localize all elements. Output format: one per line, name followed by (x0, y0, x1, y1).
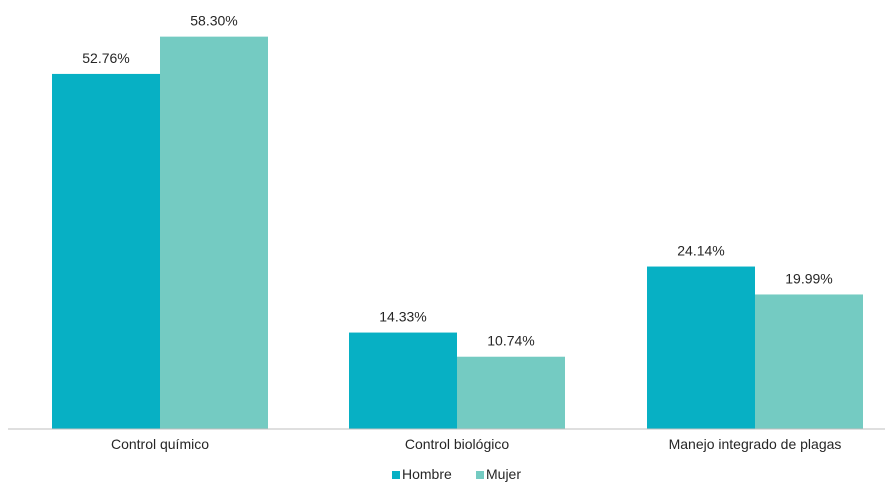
value-label-hombre-manejo-integrado-de-plagas: 24.14% (677, 243, 724, 259)
value-label-mujer-control-quimico: 58.30% (190, 13, 237, 29)
category-labels-group: Control químico Control biológico Manejo i… (111, 436, 841, 452)
value-label-mujer-manejo-integrado-de-plagas: 19.99% (785, 270, 832, 286)
legend-swatch-hombre (392, 471, 400, 479)
legend-label-mujer: Mujer (486, 466, 521, 482)
value-label-mujer-control-biologico: 10.74% (487, 333, 534, 349)
bar-mujer-manejo-integrado-de-plagas (755, 294, 863, 429)
legend: Hombre Mujer (392, 466, 521, 482)
bar-mujer-control-quimico (160, 36, 268, 430)
value-label-hombre-control-biologico: 14.33% (379, 309, 426, 325)
category-label-manejo-integrado-de-plagas: Manejo integrado de plagas (669, 436, 842, 452)
bar-hombre-control-biologico (349, 332, 457, 429)
category-label-control-quimico: Control químico (111, 436, 209, 452)
value-label-hombre-control-quimico: 52.76% (82, 50, 129, 66)
bars-group (52, 36, 863, 430)
bar-hombre-manejo-integrado-de-plagas (647, 266, 755, 429)
bar-hombre-control-quimico (52, 73, 160, 429)
category-label-control-biologico: Control biológico (405, 436, 509, 452)
value-labels-group: 52.76% 58.30% 14.33% 10.74% 24.14% 19.99% (82, 13, 832, 349)
legend-swatch-mujer (476, 471, 484, 479)
legend-label-hombre: Hombre (402, 466, 452, 482)
bar-mujer-control-biologico (457, 356, 565, 429)
